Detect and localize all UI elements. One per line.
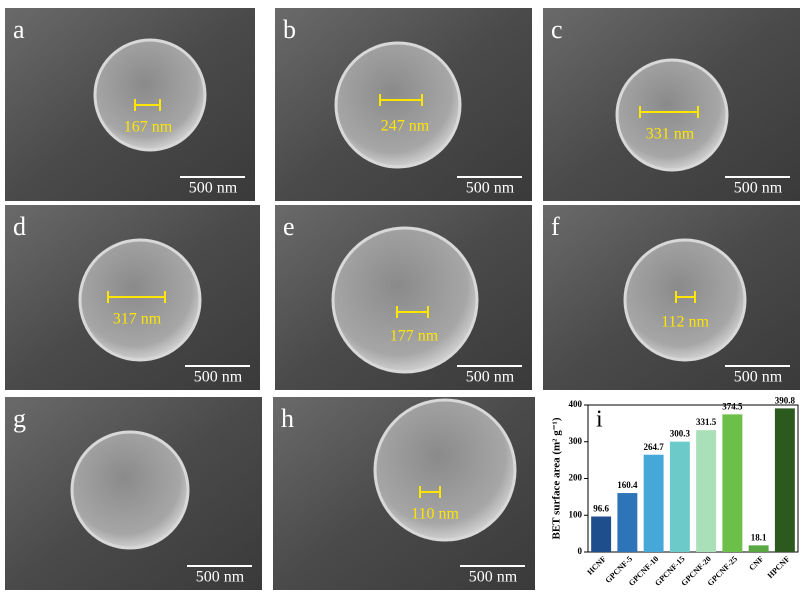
bar xyxy=(669,441,690,552)
value-label: 300.3 xyxy=(670,429,691,439)
fiber-section xyxy=(93,38,207,152)
value-label: 160.4 xyxy=(617,480,638,490)
fiber-section xyxy=(334,41,462,169)
value-label: 374.5 xyxy=(722,401,743,411)
scale-label: 500 nm xyxy=(189,180,238,197)
fiber-section xyxy=(78,238,202,362)
value-label: 96.6 xyxy=(593,504,609,514)
measure-label: 110 nm xyxy=(411,506,459,523)
value-label: 390.8 xyxy=(775,395,796,405)
measure-label: 177 nm xyxy=(390,328,439,345)
value-label: 18.1 xyxy=(751,532,767,542)
panel-letter: e xyxy=(283,212,295,241)
value-label: 331.5 xyxy=(696,417,717,427)
scale-label: 500 nm xyxy=(734,369,783,386)
scale-label: 500 nm xyxy=(196,569,245,586)
panel-letter: i xyxy=(596,407,603,433)
bar xyxy=(591,516,612,552)
fiber-section xyxy=(70,430,190,550)
fiber-section xyxy=(331,226,479,374)
panel-letter: b xyxy=(283,15,296,44)
panel-letter: f xyxy=(551,212,560,241)
scale-label: 500 nm xyxy=(194,369,243,386)
measure-label: 247 nm xyxy=(381,118,430,135)
bar xyxy=(696,430,717,552)
y-tick-label: 200 xyxy=(569,473,583,483)
bar xyxy=(643,454,664,552)
fiber-section xyxy=(615,58,729,172)
y-tick-label: 400 xyxy=(569,399,583,409)
scale-label: 500 nm xyxy=(466,369,515,386)
panel-letter: g xyxy=(13,404,26,433)
y-tick-label: 100 xyxy=(569,509,583,519)
panel-letter: d xyxy=(13,212,26,241)
scale-label: 500 nm xyxy=(469,569,518,586)
measure-label: 167 nm xyxy=(124,119,173,136)
panel-letter: a xyxy=(13,15,25,44)
y-tick-label: 300 xyxy=(569,436,583,446)
y-axis-label: BET surface area (m² g⁻¹) xyxy=(551,417,563,539)
bar xyxy=(722,414,743,552)
measure-label: 317 nm xyxy=(113,311,162,328)
measure-label: 112 nm xyxy=(661,314,709,331)
fiber-section xyxy=(373,398,517,542)
bar xyxy=(748,545,769,552)
measure-label: 331 nm xyxy=(646,126,695,143)
fiber-section xyxy=(623,238,747,362)
scale-label: 500 nm xyxy=(734,180,783,197)
bar xyxy=(617,493,638,552)
panel-letter: h xyxy=(281,404,294,433)
y-tick-label: 0 xyxy=(578,546,583,556)
value-label: 264.7 xyxy=(644,442,665,452)
scale-label: 500 nm xyxy=(466,180,515,197)
bar xyxy=(774,408,795,552)
panel-letter: c xyxy=(551,15,563,44)
